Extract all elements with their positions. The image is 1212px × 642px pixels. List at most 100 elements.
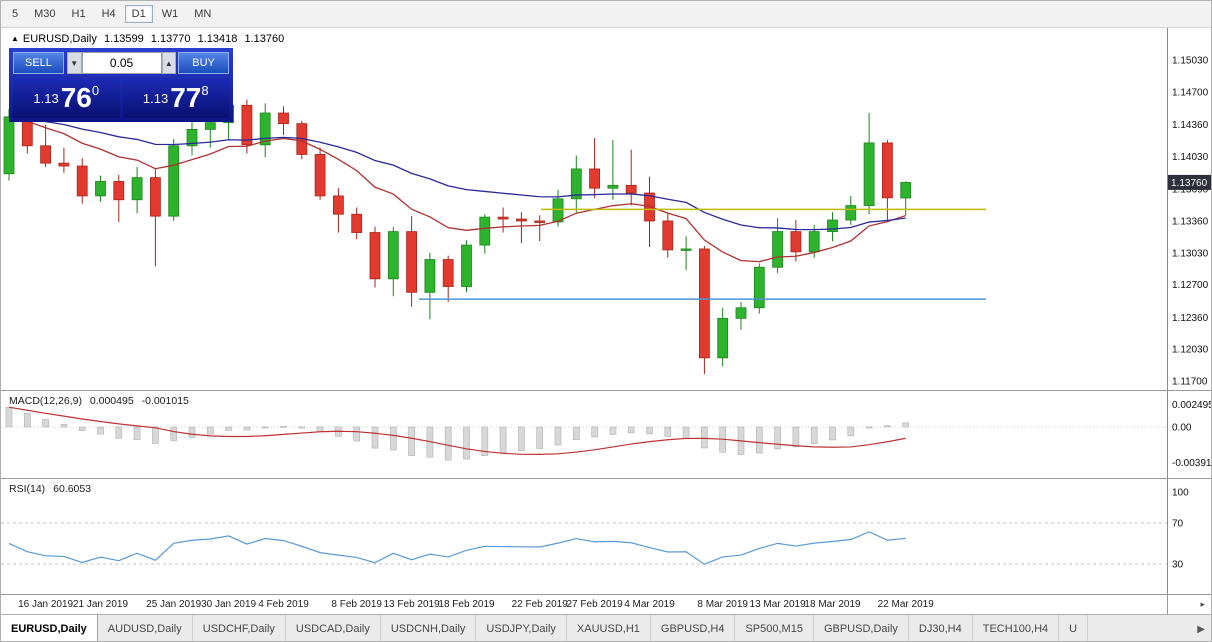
candle-body xyxy=(570,168,582,200)
date-axis: ▸ 16 Jan 2019 21 Jan 2019 25 Jan 2019 30 Ja… xyxy=(1,594,1211,614)
rsi-indicator-pane: 100 70 30 RSI(14) 60.6053 xyxy=(1,478,1211,595)
date-axis-label: 18 Feb 2019 xyxy=(438,599,495,610)
macd-histogram-bar xyxy=(23,412,31,428)
rsi-axis-label: 100 xyxy=(1172,488,1189,499)
price-axis-label: 1.14700 xyxy=(1172,87,1209,98)
macd-histogram-bar xyxy=(774,426,781,450)
candle-body xyxy=(808,231,820,253)
macd-histogram-bar xyxy=(78,426,86,431)
macd-canvas[interactable]: 0.002495 0.00 -0.003919 xyxy=(1,391,1211,479)
chart-tab-tech100-h4[interactable]: TECH100,H4 xyxy=(973,615,1060,641)
price-axis-label: 1.15030 xyxy=(1172,56,1209,67)
candle-body xyxy=(168,145,180,217)
date-axis-label: 13 Feb 2019 xyxy=(383,599,440,610)
macd-histogram-bar xyxy=(810,426,818,444)
current-price-tag-value: 1.13760 xyxy=(1171,178,1208,189)
candle-body xyxy=(40,145,51,164)
sell-price-pipette: 0 xyxy=(91,83,100,98)
macd-histogram-bar xyxy=(316,426,324,433)
bar-high-value: 1.13770 xyxy=(150,33,191,45)
volume-input[interactable] xyxy=(81,52,162,74)
chart-tab-usdjpy-daily[interactable]: USDJPY,Daily xyxy=(476,615,567,641)
sell-price-big-digits: 76 xyxy=(60,82,92,113)
sell-price-display[interactable]: 1.13 76 0 xyxy=(13,78,120,118)
candle-body xyxy=(497,216,509,220)
date-axis-label: 13 Mar 2019 xyxy=(749,599,806,610)
chart-tab-dj30-h4[interactable]: DJ30,H4 xyxy=(909,615,973,641)
main-chart-pane: 1.15030 1.14700 1.14360 1.14030 1.13690 1.133… xyxy=(1,28,1211,390)
buy-price-prefix: 1.13 xyxy=(142,90,169,106)
timeframe-button-5[interactable]: 5 xyxy=(12,8,19,20)
macd-histogram-bar xyxy=(444,426,452,461)
date-axis-label: 22 Mar 2019 xyxy=(877,599,934,610)
volume-increase-button[interactable]: ▲ xyxy=(161,52,177,74)
rsi-axis-label: 70 xyxy=(1172,518,1184,529)
main-chart-canvas[interactable]: 1.15030 1.14700 1.14360 1.14030 1.13690 1.133… xyxy=(1,28,1211,390)
timeframe-button-w1[interactable]: W1 xyxy=(161,8,179,20)
macd-axis-label: 0.002495 xyxy=(1172,400,1211,411)
chart-tab-usdcad-daily[interactable]: USDCAD,Daily xyxy=(286,615,381,641)
timeframe-button-m30[interactable]: M30 xyxy=(34,8,56,20)
scroll-right-icon[interactable]: ▸ xyxy=(1200,599,1205,609)
timeframe-button-mn[interactable]: MN xyxy=(194,8,212,20)
candle-body xyxy=(625,184,637,194)
rsi-canvas[interactable]: 100 70 30 xyxy=(1,479,1211,595)
one-click-trading-panel: SELL ▼ ▲ BUY 1.13 76 0 1.13 77 8 xyxy=(9,48,233,122)
rsi-title: RSI(14) xyxy=(9,483,46,495)
rsi-line xyxy=(8,531,906,565)
macd-histogram-bar xyxy=(554,426,562,446)
macd-histogram-bar xyxy=(97,426,104,435)
date-axis-label: 18 Mar 2019 xyxy=(804,599,861,610)
chart-tab-u[interactable]: U xyxy=(1059,615,1089,641)
price-axis-label: 1.12360 xyxy=(1172,313,1209,324)
price-axis-label: 1.13360 xyxy=(1172,216,1209,227)
chart-tab-gbpusd-h4[interactable]: GBPUSD,H4 xyxy=(651,615,736,641)
timeframe-button-h1[interactable]: H1 xyxy=(71,8,86,20)
candle-body xyxy=(516,218,527,222)
buy-price-display[interactable]: 1.13 77 8 xyxy=(122,78,229,118)
candle-body xyxy=(241,104,253,146)
current-price-tag xyxy=(1168,174,1211,190)
ma-slow-line xyxy=(8,116,906,231)
chart-tab-usdcnh-daily[interactable]: USDCNH,Daily xyxy=(381,615,477,641)
candle-body xyxy=(259,112,271,146)
buy-button[interactable]: BUY xyxy=(178,52,229,74)
macd-signal-line xyxy=(8,406,906,455)
candle-body xyxy=(369,232,381,280)
date-axis-label: 25 Jan 2019 xyxy=(146,599,202,610)
macd-histogram-bar xyxy=(902,422,910,428)
date-axis-label: 4 Feb 2019 xyxy=(258,599,309,610)
timeframe-button-h4[interactable]: H4 xyxy=(101,8,116,20)
candle-body xyxy=(314,154,326,197)
candle-body xyxy=(607,184,619,189)
candle-body xyxy=(351,213,363,233)
macd-histogram-bar xyxy=(188,426,196,438)
volume-decrease-button[interactable]: ▼ xyxy=(66,52,82,74)
chart-tab-eurusd-daily[interactable]: EURUSD,Daily xyxy=(1,615,98,641)
chart-symbol-label: EURUSD,Daily xyxy=(22,33,97,45)
candle-body xyxy=(131,177,143,201)
chart-tab-gbpusd-daily[interactable]: GBPUSD,Daily xyxy=(814,615,909,641)
chart-tab-usdchf-daily[interactable]: USDCHF,Daily xyxy=(193,615,286,641)
sell-button[interactable]: SELL xyxy=(13,52,64,74)
tab-scroll-right-button[interactable]: ▶ xyxy=(1192,615,1210,641)
candle-body xyxy=(717,317,729,359)
timeframe-button-d1[interactable]: D1 xyxy=(124,5,153,23)
macd-histogram-bar xyxy=(664,426,672,437)
macd-main-value: 0.000495 xyxy=(89,395,134,407)
macd-histogram-bar xyxy=(243,426,251,431)
rsi-value: 60.6053 xyxy=(53,483,92,495)
macd-indicator-pane: 0.002495 0.00 -0.003919 MACD(12,26,9) 0.00… xyxy=(1,390,1211,479)
macd-axis-label: -0.003919 xyxy=(1172,458,1211,469)
price-axis-label: 1.12030 xyxy=(1172,345,1209,356)
macd-histogram-bar xyxy=(609,426,617,435)
price-axis-label: 1.13690 xyxy=(1172,185,1209,196)
macd-histogram-bar xyxy=(865,426,873,429)
chart-tab-xauusd-h1[interactable]: XAUUSD,H1 xyxy=(567,615,651,641)
sell-price-prefix: 1.13 xyxy=(33,90,59,106)
macd-histogram-bar xyxy=(170,426,178,442)
macd-histogram-bar xyxy=(499,426,507,454)
chart-tab-audusd-daily[interactable]: AUDUSD,Daily xyxy=(98,615,193,641)
date-axis-label: 4 Mar 2019 xyxy=(624,599,675,610)
chart-tab-sp500-m15[interactable]: SP500,M15 xyxy=(735,615,814,641)
